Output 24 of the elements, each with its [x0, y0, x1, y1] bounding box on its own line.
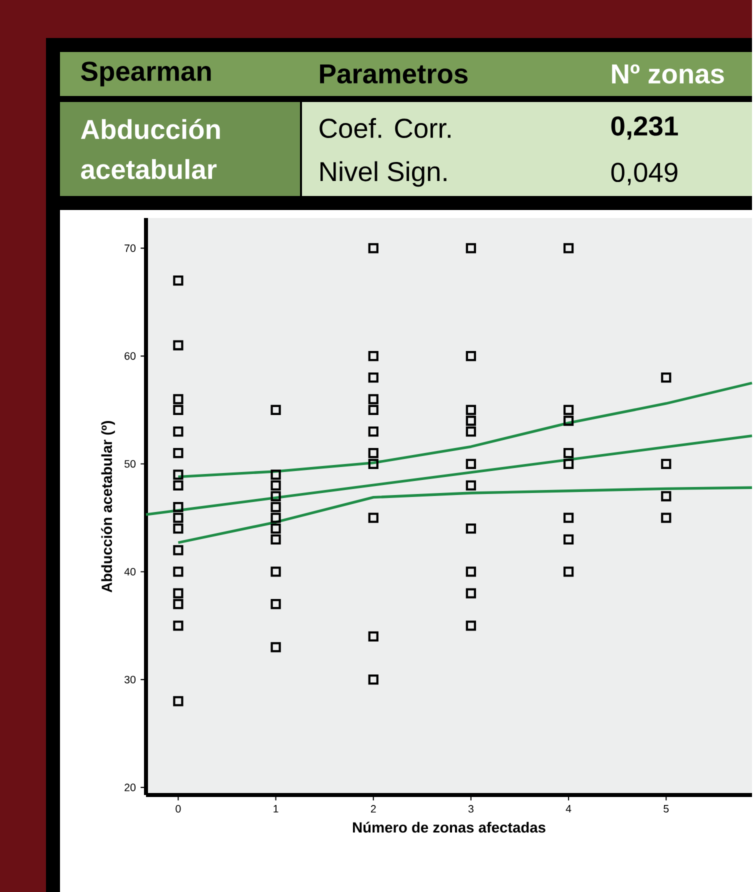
y-tick-label: 60	[124, 352, 136, 360]
text: Coef. Corr.	[320, 118, 450, 138]
x-tick-label: 0	[176, 805, 181, 813]
y-tick-label: 40	[124, 568, 136, 576]
text: Nº zonas	[612, 64, 724, 84]
text: Parametros	[320, 64, 468, 84]
text: Abducción acetabular	[80, 118, 220, 180]
text: Spearman	[81, 62, 211, 86]
y-tick-label: 70	[124, 244, 136, 252]
text: Nivel Sign.	[320, 161, 446, 187]
x-tick-label: 2	[370, 805, 376, 812]
x-tick-label: 1	[274, 805, 278, 812]
x-axis-title: Número de zonas afectadas	[352, 822, 546, 833]
y-axis-title: Abducción acetabular (º)	[101, 421, 115, 592]
x-tick-label: 5	[664, 805, 669, 812]
x-tick-label: 4	[566, 805, 572, 812]
y-tick-label: 20	[124, 784, 136, 792]
y-tick-label: 30	[124, 676, 136, 684]
x-tick-label: 3	[468, 805, 474, 813]
y-tick-label: 50	[124, 460, 136, 468]
line-series	[176, 486, 754, 544]
text: 0,049	[611, 162, 678, 186]
line-series	[176, 382, 754, 478]
text: 0,231	[611, 116, 678, 140]
